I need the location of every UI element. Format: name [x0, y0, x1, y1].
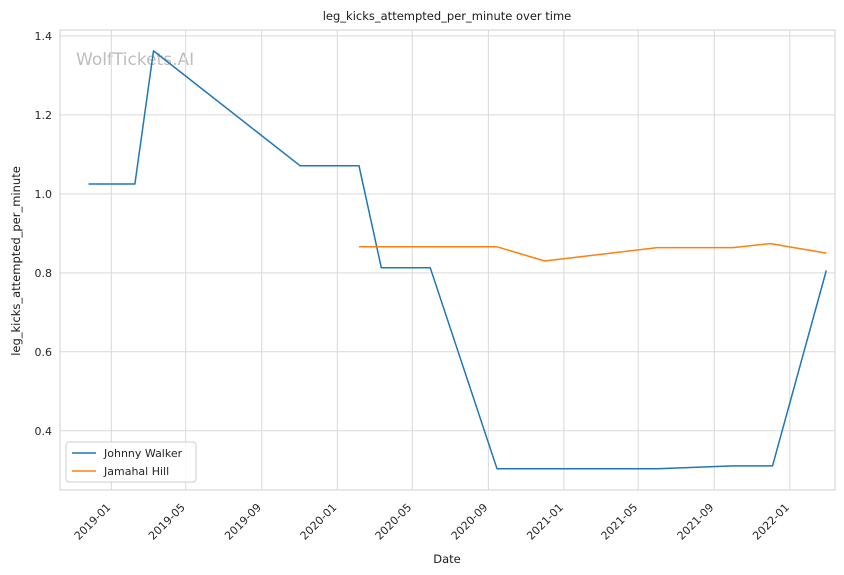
data-point: [770, 243, 772, 245]
gridlines: [60, 30, 835, 490]
data-point: [429, 267, 431, 269]
data-point: [657, 247, 659, 249]
data-point: [153, 50, 155, 52]
watermark: WolfTickets.AI: [76, 50, 194, 70]
y-tick-label: 0.6: [35, 346, 53, 359]
data-point: [380, 267, 382, 269]
data-point: [88, 183, 90, 185]
legend-box: [65, 441, 197, 483]
x-tick-label: 2021-09: [675, 501, 717, 543]
y-tick-label: 0.8: [35, 267, 53, 280]
series-line-0: [88, 50, 828, 470]
x-tick-label: 2020-01: [298, 501, 340, 543]
x-tick-label: 2019-05: [146, 501, 188, 543]
data-point: [496, 468, 498, 470]
data-point: [358, 165, 360, 167]
chart-title: leg_kicks_attempted_per_minute over time: [323, 9, 572, 23]
data-point: [772, 465, 774, 467]
data-point: [134, 183, 136, 185]
x-tick-label: 2021-05: [599, 501, 641, 543]
legend: Johnny Walker Jamahal Hill: [65, 441, 197, 483]
x-tick-label: 2020-05: [373, 501, 415, 543]
y-tick-label: 1.0: [35, 188, 53, 201]
x-tick-label: 2019-09: [222, 501, 264, 543]
x-tick-label: 2021-01: [524, 501, 566, 543]
data-point: [496, 246, 498, 248]
x-tick-label: 2019-01: [72, 501, 114, 543]
data-point: [732, 465, 734, 467]
y-axis: 0.4 0.6 0.8 1.0 1.2 1.4: [35, 30, 53, 438]
data-point: [299, 165, 301, 167]
y-tick-label: 1.4: [35, 30, 53, 43]
data-point: [544, 260, 546, 262]
x-axis: 2019-01 2019-05 2019-09 2020-01 2020-05 2020-…: [72, 501, 792, 543]
x-tick-label: 2022-01: [750, 501, 792, 543]
x-axis-title: Date: [433, 552, 461, 566]
series-line-1: [359, 242, 827, 262]
data-point: [358, 246, 360, 248]
x-tick-label: 2020-09: [449, 501, 491, 543]
data-point: [826, 252, 828, 254]
data-point: [826, 270, 828, 272]
data-point: [732, 247, 734, 249]
series-lines: [88, 50, 828, 470]
legend-entry: Jamahal Hill: [103, 465, 169, 478]
y-tick-label: 1.2: [35, 109, 53, 122]
y-axis-title: leg_kicks_attempted_per_minute: [9, 166, 23, 356]
plot-frame: [59, 29, 836, 491]
data-point: [657, 468, 659, 470]
legend-entry: Johnny Walker: [103, 447, 183, 460]
y-tick-label: 0.4: [35, 425, 53, 438]
